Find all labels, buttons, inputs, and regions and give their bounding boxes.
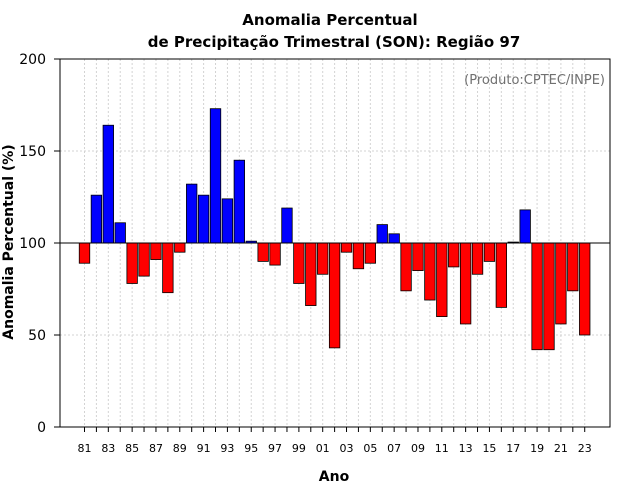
x-tick-label: 01	[316, 442, 330, 455]
chart-subtitle: de Precipitação Trimestral (SON): Região…	[148, 33, 521, 51]
x-tick-label: 17	[506, 442, 520, 455]
x-tick-label: 19	[530, 442, 544, 455]
bar-90	[186, 183, 198, 244]
x-tick-label: 99	[292, 442, 306, 455]
bar-13	[459, 242, 472, 325]
x-tick-label: 05	[363, 442, 377, 455]
bar-96	[257, 242, 269, 262]
bar-07	[388, 233, 400, 244]
bars	[78, 108, 591, 351]
bar-84	[114, 222, 126, 244]
bar-98	[281, 207, 293, 244]
x-tick-label: 87	[149, 442, 163, 455]
x-tick-label: 91	[197, 442, 211, 455]
bar-97	[269, 242, 281, 266]
bar-09	[412, 242, 424, 272]
bar-82	[90, 194, 103, 244]
bar-20	[543, 242, 555, 351]
bar-15	[483, 242, 496, 262]
x-tick-label: 95	[244, 442, 258, 455]
bar-81	[78, 242, 91, 264]
y-axis: 0 50 100 150 200	[19, 52, 60, 436]
bar-91	[197, 194, 210, 244]
y-tick-label: 200	[19, 52, 46, 68]
bar-99	[293, 242, 305, 284]
bar-08	[400, 242, 412, 292]
bar-87	[150, 242, 162, 260]
chart-title: Anomalia Percentual	[242, 11, 417, 29]
bar-93	[221, 198, 234, 244]
bar-83	[102, 124, 114, 244]
bar-04	[352, 242, 365, 270]
x-tick-label: 85	[125, 442, 139, 455]
y-tick-label: 0	[37, 420, 46, 436]
x-tick-label: 03	[340, 442, 354, 455]
x-axis: 81 83 85 87 89 91 93 95 97 99 01 03 05 07 09 11 13 15 17 19…	[78, 427, 592, 455]
x-tick-label: 07	[387, 442, 401, 455]
y-tick-label: 100	[19, 236, 46, 252]
bar-22	[567, 242, 579, 292]
bar-94	[233, 159, 245, 244]
bar-88	[162, 242, 174, 294]
bar-92	[209, 108, 222, 244]
product-credit: (Produto:CPTEC/INPE)	[464, 73, 605, 88]
bar-01	[317, 242, 329, 275]
bar-02	[328, 242, 341, 349]
x-tick-label: 15	[482, 442, 496, 455]
x-tick-label: 23	[578, 442, 592, 455]
x-tick-label: 81	[78, 442, 92, 455]
x-tick-label: 21	[554, 442, 568, 455]
x-tick-label: 11	[435, 442, 449, 455]
x-axis-title: Ano	[319, 469, 350, 485]
bar-21	[555, 242, 567, 325]
x-tick-label: 97	[268, 442, 282, 455]
x-tick-label: 93	[220, 442, 234, 455]
x-tick-label: 89	[173, 442, 187, 455]
bar-23	[579, 242, 591, 336]
bar-14	[471, 242, 484, 275]
bar-85	[126, 242, 138, 284]
bar-18	[519, 209, 531, 244]
y-tick-label: 150	[19, 144, 46, 160]
y-axis-title: Anomalia Percentual (%)	[1, 144, 17, 339]
x-tick-label: 13	[459, 442, 473, 455]
x-tick-label: 83	[101, 442, 115, 455]
bar-89	[174, 242, 186, 253]
bar-10	[424, 242, 436, 301]
bar-12	[448, 242, 460, 268]
y-tick-label: 50	[28, 328, 46, 344]
bar-03	[340, 242, 353, 253]
x-tick-label: 09	[411, 442, 425, 455]
bar-06	[376, 224, 388, 244]
bar-00	[305, 242, 317, 306]
bar-19	[531, 242, 543, 351]
bar-05	[364, 242, 376, 264]
bar-86	[138, 242, 150, 277]
bar-16	[495, 242, 508, 308]
bar-11	[436, 242, 448, 317]
